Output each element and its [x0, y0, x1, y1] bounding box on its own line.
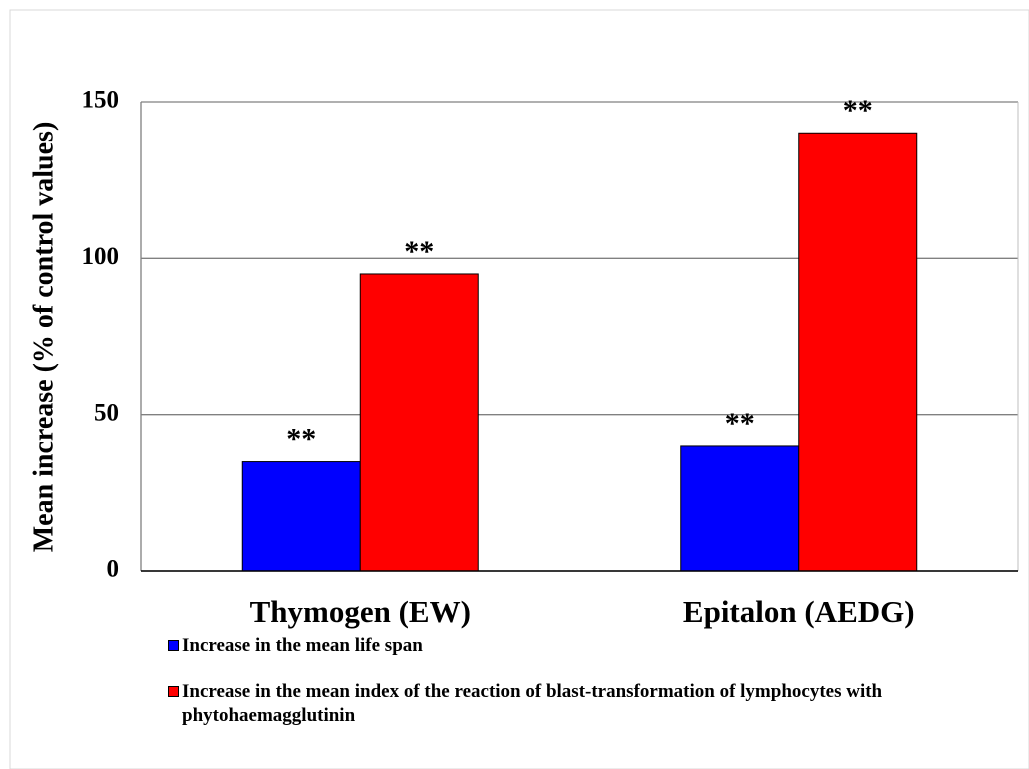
- y-tick-label: 0: [107, 556, 120, 583]
- frame: [9, 9, 1029, 769]
- bar: [680, 445, 800, 572]
- x-tick-label: Thymogen (EW): [250, 594, 471, 629]
- bar-annotation: **: [725, 407, 755, 440]
- legend-swatch: [168, 640, 179, 651]
- legend-swatch: [168, 686, 179, 697]
- x-tick-label: Epitalon (AEDG): [683, 594, 915, 629]
- bar: [798, 132, 918, 572]
- legend-entry: Increase in the mean life span: [168, 634, 948, 658]
- bar-annotation: **: [843, 94, 873, 127]
- legend: Increase in the mean life span Increase i…: [168, 634, 948, 750]
- legend-entry: Increase in the mean index of the reacti…: [168, 680, 948, 728]
- bar-annotation: **: [404, 235, 434, 268]
- y-tick-label: 50: [94, 399, 119, 426]
- y-tick-label: 100: [82, 243, 120, 270]
- bar: [241, 461, 361, 572]
- bar-annotation: **: [286, 422, 316, 455]
- bar: [359, 273, 479, 572]
- legend-label: Increase in the mean index of the reacti…: [182, 681, 883, 726]
- legend-label: Increase in the mean life span: [182, 635, 423, 656]
- y-tick-label: 150: [82, 87, 120, 114]
- y-axis-label: Mean increase (% of control values): [28, 122, 59, 553]
